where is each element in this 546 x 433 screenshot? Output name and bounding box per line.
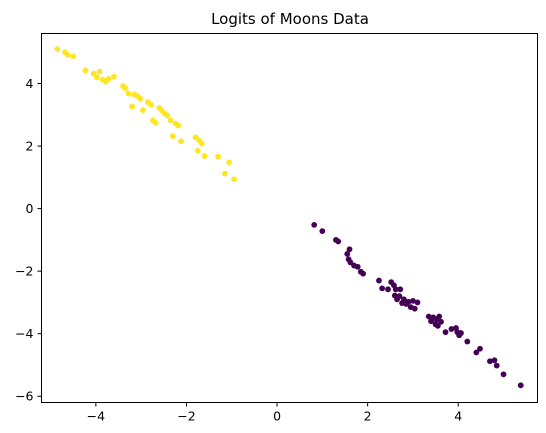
data-point-series-2 (442, 329, 449, 336)
data-point-series-1 (201, 153, 208, 159)
data-point-series-2 (405, 298, 412, 305)
data-point-series-2 (360, 270, 367, 277)
data-point-series-2 (414, 299, 421, 306)
data-point-series-1 (164, 112, 171, 119)
y-tick-label: −4 (15, 326, 33, 341)
data-point-series-1 (169, 133, 176, 139)
data-point-series-1 (226, 159, 232, 166)
data-point-series-1 (175, 122, 182, 129)
x-tick-label: 0 (273, 409, 281, 424)
data-point-series-2 (385, 286, 391, 293)
data-point-series-2 (436, 313, 443, 320)
data-point-series-1 (122, 85, 129, 92)
data-point-series-2 (346, 246, 353, 253)
data-point-series-2 (458, 330, 464, 336)
data-point-series-2 (335, 238, 342, 245)
data-point-series-1 (137, 95, 144, 102)
data-point-series-2 (396, 293, 403, 300)
data-point-series-2 (438, 318, 444, 325)
data-point-series-1 (194, 147, 201, 154)
data-point-series-1 (148, 101, 155, 108)
data-point-series-2 (473, 349, 480, 356)
y-tick-label: −6 (15, 389, 33, 404)
chart-title: Logits of Moons Data (211, 10, 369, 28)
y-tick-label: 0 (26, 201, 34, 216)
data-point-series-2 (477, 345, 483, 352)
data-point-series-1 (64, 51, 71, 58)
data-point-series-1 (70, 53, 77, 60)
data-point-series-2 (464, 338, 471, 345)
x-tick-label: 4 (454, 409, 462, 424)
data-point-series-2 (491, 357, 498, 364)
data-point-series-1 (96, 68, 103, 75)
data-point-series-2 (344, 251, 351, 257)
data-point-series-2 (448, 326, 455, 332)
data-point-series-1 (105, 75, 112, 82)
data-point-series-1 (54, 46, 61, 53)
y-tick-label: 2 (26, 139, 34, 154)
data-point-series-1 (129, 103, 135, 110)
data-point-series-1 (140, 107, 146, 114)
data-point-series-1 (125, 90, 132, 97)
data-point-series-2 (354, 263, 361, 270)
data-point-series-1 (231, 176, 237, 183)
data-point-series-2 (487, 358, 493, 365)
data-point-series-2 (319, 228, 326, 235)
y-tick-label: 4 (26, 76, 34, 91)
data-point-series-1 (198, 140, 205, 147)
data-point-series-2 (410, 297, 416, 304)
data-point-series-2 (411, 305, 418, 312)
data-point-series-2 (517, 382, 524, 389)
data-point-series-1 (222, 170, 228, 177)
y-tick-label: −2 (15, 264, 33, 279)
data-point-series-2 (434, 322, 441, 329)
data-point-series-1 (178, 138, 184, 145)
data-point-series-2 (493, 362, 500, 369)
data-point-series-1 (93, 74, 100, 81)
axis-ticks: −4 −2 0 2 4 −6 −4 −2 0 2 4 (15, 76, 462, 423)
data-point-series-1 (111, 73, 117, 80)
data-point-series-2 (376, 277, 382, 284)
data-point-series-1 (82, 67, 89, 74)
data-point-series-2 (379, 285, 386, 292)
data-point-series-1 (167, 117, 174, 124)
data-point-series-2 (397, 286, 404, 293)
data-point-series-2 (425, 313, 432, 320)
data-point-series-2 (392, 286, 399, 293)
data-point-series-2 (500, 371, 507, 378)
x-tick-label: 2 (364, 409, 372, 424)
data-point-series-2 (311, 221, 318, 228)
plot-frame (41, 33, 538, 403)
data-point-series-1 (152, 120, 159, 126)
x-tick-label: −2 (177, 409, 195, 424)
data-point-series-1 (215, 153, 222, 160)
x-tick-label: −4 (87, 409, 105, 424)
data-points (54, 46, 524, 389)
data-point-series-2 (400, 296, 407, 303)
